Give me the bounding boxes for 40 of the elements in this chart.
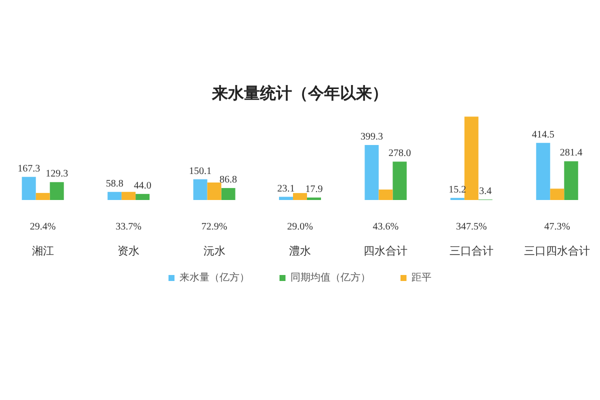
chart-title: 来水量统计（今年以来） <box>211 84 388 102</box>
bar <box>378 190 393 200</box>
data-label: 347.5% <box>456 222 487 232</box>
bar <box>50 182 64 200</box>
data-label: 86.8 <box>220 174 238 186</box>
data-label: 281.4 <box>560 148 582 159</box>
data-label: 72.9% <box>201 222 228 232</box>
data-label: 399.3 <box>360 131 383 142</box>
bar <box>550 188 564 200</box>
bar <box>364 144 379 200</box>
data-label: 29.4% <box>30 222 56 232</box>
data-label: 414.5 <box>532 129 554 140</box>
x-tick-label: 澧水 <box>289 244 311 258</box>
data-label: 47.3% <box>544 222 570 232</box>
data-label: 17.9 <box>305 184 323 196</box>
data-label: 3.4 <box>479 186 492 198</box>
legend-label: 来水量（亿方） <box>180 272 250 284</box>
data-label: 278.0 <box>388 148 411 160</box>
data-label: 58.8 <box>106 178 124 190</box>
data-label: 150.1 <box>189 166 212 177</box>
data-label: 23.1 <box>277 183 295 194</box>
data-label: 44.0 <box>134 180 152 192</box>
data-label: 129.3 <box>46 168 68 180</box>
x-tick-label: 资水 <box>118 244 140 258</box>
x-tick-label: 三口合计 <box>449 244 494 258</box>
x-tick-label: 三口四水合计 <box>524 244 590 258</box>
data-label: 43.6% <box>372 222 399 232</box>
bar <box>22 176 36 200</box>
legend-label: 距平 <box>412 272 432 284</box>
x-tick-label: 沅水 <box>203 244 226 258</box>
bar <box>536 142 550 200</box>
x-tick-label: 四水合计 <box>364 244 408 258</box>
bar <box>392 162 407 200</box>
data-label: 33.7% <box>116 222 142 232</box>
x-tick-label: 湘江 <box>32 244 54 258</box>
legend-label: 同期均值（亿方） <box>290 272 370 284</box>
bar <box>564 161 578 200</box>
data-label: 167.3 <box>18 163 40 174</box>
bar <box>464 116 478 200</box>
data-label: 29.0% <box>287 222 313 232</box>
